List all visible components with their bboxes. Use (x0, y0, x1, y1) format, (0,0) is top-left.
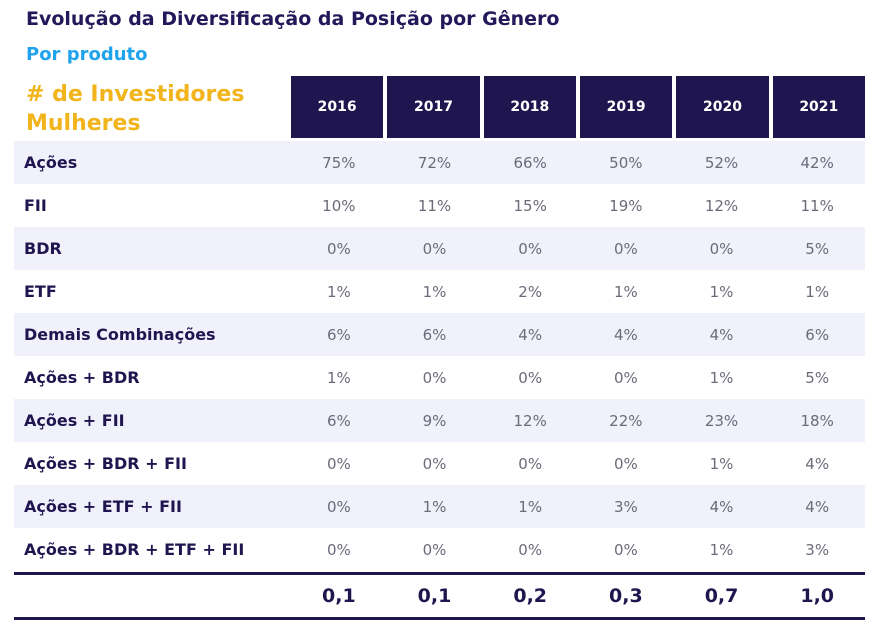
table-cell: 3% (805, 540, 830, 559)
table-cell: 18% (800, 411, 834, 430)
total-cell: 0,1 (322, 585, 356, 607)
table-row: FII 10% 11% 15% 19% 12% 11% (14, 184, 865, 227)
table-cell: 0% (709, 239, 734, 258)
row-label: Ações (24, 153, 78, 172)
table-row: ETF 1% 1% 2% 1% 1% 1% (14, 270, 865, 313)
table-cell: 4% (805, 454, 830, 473)
table-cell: 0% (613, 239, 638, 258)
table-cell: 0% (613, 540, 638, 559)
table-cell: 75% (322, 153, 356, 172)
table-cell: 6% (422, 325, 447, 344)
table-cell: 1% (709, 368, 734, 387)
table-cell: 11% (800, 196, 834, 215)
table-cell: 1% (805, 282, 830, 301)
table-cell: 72% (417, 153, 452, 172)
table-cell: 52% (704, 153, 739, 172)
row-label: Ações + BDR (24, 368, 140, 387)
table-cell: 12% (513, 411, 547, 430)
total-cell: 0,2 (513, 585, 548, 607)
table-cell: 11% (417, 196, 452, 215)
table-row: Ações + BDR + FII 0% 0% 0% 0% 1% 4% (14, 442, 865, 485)
table-cell: 3% (613, 497, 638, 516)
table-row: Ações + BDR 1% 0% 0% 0% 1% 5% (14, 356, 865, 399)
table-cell: 0% (326, 454, 351, 473)
year-header: 2018 (483, 76, 576, 138)
table-cell: 4% (709, 325, 734, 344)
table-cell: 0% (422, 368, 447, 387)
table-cell: 0% (518, 540, 543, 559)
table-cell: 9% (422, 411, 447, 430)
table-cell: 0% (613, 368, 638, 387)
table-cell: 1% (709, 540, 734, 559)
table-cell: 0% (326, 239, 351, 258)
metric-label: # de Investidores Mulheres (26, 82, 245, 136)
table-cell: 0% (326, 497, 351, 516)
table-cell: 0% (422, 239, 447, 258)
row-label: Demais Combinações (24, 325, 216, 344)
table-cell: 15% (513, 196, 547, 215)
total-cell: 1,0 (800, 585, 835, 607)
table-cell: 19% (609, 196, 643, 215)
table-cell: 5% (805, 239, 830, 258)
table-cell: 5% (805, 368, 830, 387)
table-cell: 4% (709, 497, 734, 516)
table-body: Ações 75% 72% 66% 50% 52% 42% FII 10% 11… (14, 141, 865, 571)
row-label: Ações + ETF + FII (24, 497, 182, 516)
year-header: 2017 (387, 76, 480, 138)
year-header: 2021 (772, 76, 865, 138)
table-cell: 22% (609, 411, 643, 430)
table-cell: 12% (704, 196, 739, 215)
table-cell: 1% (326, 368, 351, 387)
table-row: Ações 75% 72% 66% 50% 52% 42% (14, 141, 865, 184)
table-cell: 2% (518, 282, 543, 301)
table-cell: 66% (513, 153, 547, 172)
table-cell: 1% (518, 497, 543, 516)
page-title: Evolução da Diversificação da Posição po… (26, 8, 560, 30)
table-cell: 1% (613, 282, 638, 301)
table-row: Ações + ETF + FII 0% 1% 1% 3% 4% 4% (14, 485, 865, 528)
table-cell: 23% (704, 411, 739, 430)
table-row: BDR 0% 0% 0% 0% 0% 5% (14, 227, 865, 270)
table-cell: 1% (709, 454, 734, 473)
table-row: Ações + BDR + ETF + FII 0% 0% 0% 0% 1% 3… (14, 528, 865, 571)
table-cell: 1% (422, 497, 447, 516)
table-row: Ações + FII 6% 9% 12% 22% 23% 18% (14, 399, 865, 442)
row-label: FII (24, 196, 47, 215)
row-label: BDR (24, 239, 62, 258)
total-cell: 0,3 (609, 585, 643, 607)
table-cell: 0% (422, 540, 447, 559)
total-cell: 0,1 (417, 585, 452, 607)
table-header: 2016 2017 2018 2019 2020 2021 (291, 76, 865, 138)
page-subtitle: Por produto (26, 44, 148, 65)
table-cell: 10% (322, 196, 356, 215)
table-cell: 1% (709, 282, 734, 301)
year-header: 2020 (676, 76, 769, 138)
table-cell: 50% (609, 153, 643, 172)
table-cell: 4% (805, 497, 830, 516)
table-cell: 1% (326, 282, 351, 301)
table-cell: 0% (518, 239, 543, 258)
table-cell: 0% (422, 454, 447, 473)
table-cell: 1% (422, 282, 447, 301)
table-row: Demais Combinações 6% 6% 4% 4% 4% 6% (14, 313, 865, 356)
year-header: 2016 (291, 76, 384, 138)
table-cell: 0% (326, 540, 351, 559)
table-cell: 4% (518, 325, 543, 344)
totals-row: 0,1 0,1 0,2 0,3 0,7 1,0 (14, 572, 865, 620)
total-cell: 0,7 (704, 585, 739, 607)
row-label: Ações + FII (24, 411, 125, 430)
row-label: Ações + BDR + FII (24, 454, 187, 473)
row-label: ETF (24, 282, 57, 301)
table-cell: 0% (518, 368, 543, 387)
table-cell: 6% (326, 411, 351, 430)
table-cell: 6% (326, 325, 351, 344)
table-cell: 4% (613, 325, 638, 344)
table-cell: 6% (805, 325, 830, 344)
table-cell: 0% (518, 454, 543, 473)
table-cell: 0% (613, 454, 638, 473)
table-cell: 42% (800, 153, 834, 172)
row-label: Ações + BDR + ETF + FII (24, 540, 245, 559)
year-header: 2019 (579, 76, 673, 138)
